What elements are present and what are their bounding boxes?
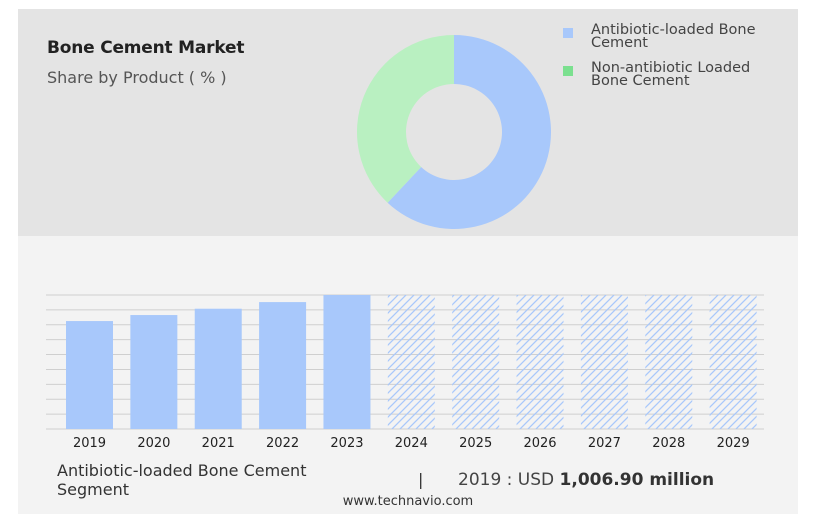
forecast-bar-2029 xyxy=(709,295,757,429)
x-tick-label-2029: 2029 xyxy=(717,436,750,451)
chart-title: Bone Cement Market xyxy=(47,38,245,58)
legend-label-antibiotic: Antibiotic-loaded Bone Cement xyxy=(591,22,756,51)
x-tick-label-2020: 2020 xyxy=(137,436,170,451)
bar-2023 xyxy=(323,295,371,429)
segment-label: Antibiotic-loaded Bone Cement Segment xyxy=(57,461,307,499)
legend-swatch-antibiotic xyxy=(563,28,573,38)
source-url: www.technavio.com xyxy=(342,494,474,509)
bar-2022 xyxy=(259,302,307,429)
x-tick-label-2023: 2023 xyxy=(330,436,363,451)
legend-item-antibiotic: Antibiotic-loaded Bone Cement xyxy=(563,22,793,51)
legend-label-non-antibiotic: Non-antibiotic Loaded Bone Cement xyxy=(591,60,751,89)
market-bar-chart: 2019 2020 2021 2022 2023 2024 2025 2026 2027 2028… xyxy=(46,294,764,451)
bar-2019 xyxy=(66,321,113,429)
x-tick-label-2026: 2026 xyxy=(523,436,556,451)
share-donut-chart xyxy=(357,35,551,230)
forecast-bar-2027 xyxy=(580,295,628,429)
bar-2021 xyxy=(194,308,242,429)
x-tick-label-2019: 2019 xyxy=(73,436,106,451)
value-amount: 1,006.90 million xyxy=(559,470,715,490)
donut-slice-antibiotic xyxy=(387,35,551,230)
x-tick-label-2022: 2022 xyxy=(266,436,299,451)
x-tick-label-2027: 2027 xyxy=(588,436,621,451)
chart-subtitle: Share by Product ( % ) xyxy=(47,68,227,87)
forecast-bar-2026 xyxy=(516,295,564,429)
forecast-bar-2025 xyxy=(452,295,500,429)
bar-2020 xyxy=(130,315,178,429)
x-tick-label-2021: 2021 xyxy=(202,436,235,451)
x-tick-label-2024: 2024 xyxy=(395,436,428,451)
value-year-prefix: 2019 : USD xyxy=(458,470,560,490)
x-tick-label-2028: 2028 xyxy=(652,436,685,451)
legend-item-non-antibiotic: Non-antibiotic Loaded Bone Cement xyxy=(563,60,793,89)
legend-swatch-non-antibiotic xyxy=(563,66,573,76)
x-tick-label-2025: 2025 xyxy=(459,436,492,451)
donut-slice-non-antibiotic xyxy=(357,35,454,203)
forecast-bar-2028 xyxy=(645,295,693,429)
market-value: 2019 : USD 1,006.90 million xyxy=(458,470,714,490)
forecast-bar-2024 xyxy=(387,295,435,429)
separator: | xyxy=(418,470,424,489)
legend: Antibiotic-loaded Bone Cement Non-antibi… xyxy=(563,22,793,100)
